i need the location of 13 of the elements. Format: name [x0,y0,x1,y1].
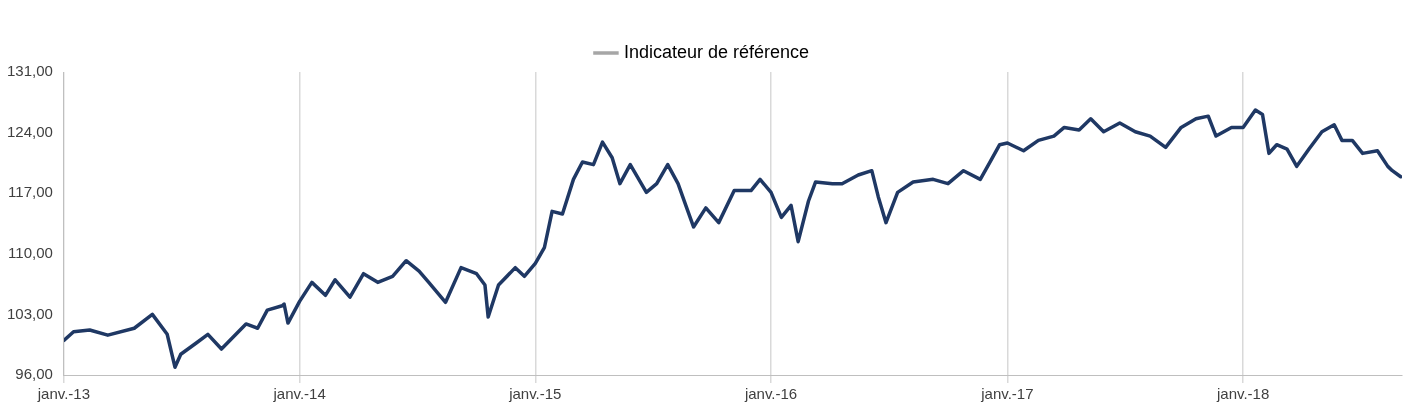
x-tick-label: janv.-17 [980,385,1034,403]
x-tick-label: janv.-15 [508,385,562,403]
y-tick-label: 131,00 [6,62,53,80]
x-tick-label: janv.-16 [743,385,798,403]
x-tick-label: janv.-13 [36,385,91,403]
y-tick-label: 96,00 [15,365,53,383]
y-tick-label: 103,00 [6,304,53,322]
y-tick-label: 117,00 [8,183,53,201]
legend-label: Indicateur de référence [623,41,810,62]
x-tick-label: janv.-18 [1216,385,1270,403]
y-tick-label: 110,00 [8,243,53,261]
y-tick-label: 124,00 [6,122,53,140]
x-tick-label: janv.-14 [272,385,326,403]
